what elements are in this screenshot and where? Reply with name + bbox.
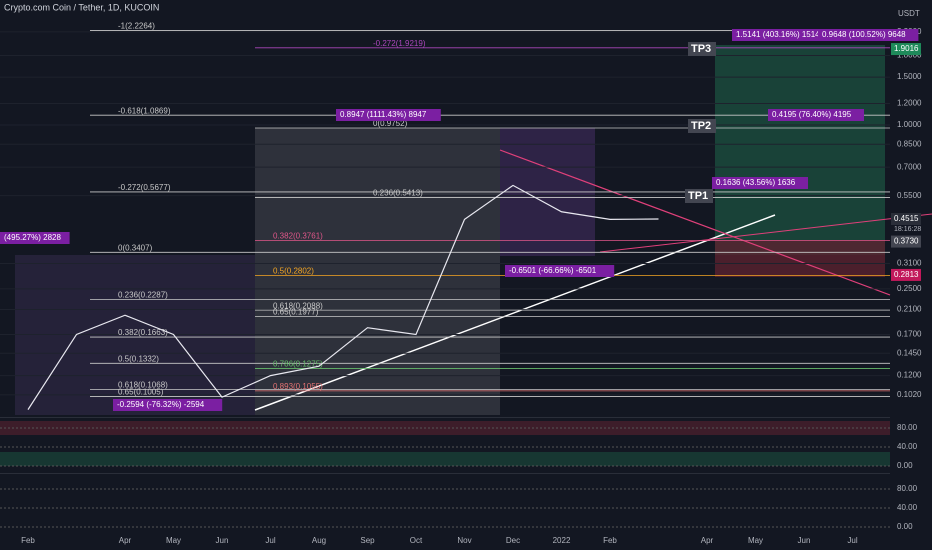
measure-label: -0.6501 (-66.66%) -6501 [509, 266, 597, 275]
trendline [599, 213, 932, 253]
target-tag [688, 42, 716, 56]
y-tick-label: 0.2100 [897, 305, 922, 314]
range-box [255, 128, 500, 415]
measure-label: (495.27%) 2828 [4, 233, 61, 242]
level-label: -0.272(1.9219) [373, 39, 426, 48]
measure-box [712, 177, 808, 189]
level-label: -0.618(1.0869) [118, 106, 171, 115]
measure-box [113, 399, 223, 411]
target-label: TP2 [691, 120, 711, 132]
y-tick-label: 0.8500 [897, 139, 922, 148]
measure-label: 0.1636 (43.56%) 1636 [716, 178, 796, 187]
y-tick-label: 0.3100 [897, 259, 922, 268]
measure-box [818, 29, 919, 41]
oversold-band [0, 452, 890, 466]
y-tick-label: 0.1450 [897, 348, 922, 357]
price-tag-label: 1.9016 [894, 44, 919, 53]
level-label: -1(2.2264) [118, 22, 155, 31]
osc-tick-label: 0.00 [897, 461, 913, 470]
x-tick-label: Feb [603, 536, 617, 545]
target-label: TP1 [688, 190, 708, 202]
x-tick-label: Jul [265, 536, 275, 545]
measure-label: 0.8947 (1111.43%) 8947 [340, 110, 427, 119]
y-tick-label: 0.1200 [897, 371, 922, 380]
level-label: 0.382(0.3761) [273, 232, 323, 241]
level-label: -0.272(0.5677) [118, 183, 171, 192]
level-label: 0.65(0.1977) [273, 308, 319, 317]
measure-box [0, 232, 70, 244]
price-line [27, 184, 659, 410]
osc-tick-label: 0.00 [897, 522, 913, 531]
price-tag [891, 235, 921, 248]
y-tick-label: 1.2000 [897, 99, 922, 108]
price-tag-label: 0.3730 [894, 237, 919, 246]
x-tick-label: Apr [701, 536, 714, 545]
y-tick-label: 0.1020 [897, 390, 922, 399]
target-label: TP3 [691, 43, 711, 55]
level-label: 0.618(0.2088) [273, 301, 323, 310]
stop-zone [715, 240, 885, 277]
x-tick-label: Feb [21, 536, 35, 545]
level-label: 0.65(0.1005) [118, 388, 164, 397]
target-tag [688, 119, 716, 133]
x-tick-label: Aug [312, 536, 326, 545]
level-label: 0(0.3407) [118, 243, 153, 252]
x-tick-label: Nov [457, 536, 471, 545]
x-tick-label: Jun [798, 536, 811, 545]
price-tag [891, 268, 921, 281]
pane-divider [0, 473, 890, 474]
measure-box [336, 109, 441, 121]
x-tick-label: Sep [360, 536, 375, 545]
osc-tick-label: 80.00 [897, 423, 918, 432]
level-label: 0.236(0.2287) [118, 291, 168, 300]
measure-label: -0.2594 (-76.32%) -2594 [117, 400, 205, 409]
y-tick-label: 0.1700 [897, 330, 922, 339]
y-tick-label: 1.8000 [897, 51, 922, 60]
level-label: 0.236(0.5413) [373, 189, 423, 198]
target-tag [685, 189, 713, 203]
pane-divider [0, 417, 890, 418]
osc-tick-label: 80.00 [897, 484, 918, 493]
currency: USDT [898, 9, 920, 18]
chart-title: Crypto.com Coin / Tether, 1D, KUCOIN [4, 2, 159, 12]
x-tick-label: Jun [216, 536, 229, 545]
measure-label: 1.5141 (403.16%) 15141 [736, 30, 825, 39]
measure-box [505, 265, 615, 277]
level-label: 0.5(0.2802) [273, 267, 314, 276]
level-label: 0.382(0.1663) [118, 328, 168, 337]
osc-tick-label: 40.00 [897, 442, 918, 451]
level-label: 0.893(0.1055) [273, 382, 323, 391]
x-tick-label: Apr [119, 536, 132, 545]
trendline [499, 149, 891, 296]
countdown: 18:16:28 [894, 226, 921, 233]
price-tag [891, 213, 921, 226]
level-label: 0.786(0.1275) [273, 360, 323, 369]
measure-box [768, 109, 864, 121]
x-tick-label: May [166, 536, 181, 545]
y-tick-label: 1.5000 [897, 72, 922, 81]
trendline [254, 214, 776, 411]
y-tick-label: 1.0000 [897, 120, 922, 129]
x-tick-label: Oct [410, 536, 423, 545]
y-tick-label: 0.5500 [897, 191, 922, 200]
measure-box [732, 29, 837, 41]
measure-label: 0.9648 (100.52%) 9648 [822, 30, 906, 39]
x-tick-label: 2022 [553, 536, 571, 545]
price-tag-label: 0.4515 [894, 214, 919, 223]
y-tick-label: 0.7000 [897, 162, 922, 171]
x-tick-label: Dec [506, 536, 520, 545]
x-tick-label: May [748, 536, 763, 545]
y-tick-label: 0.2500 [897, 284, 922, 293]
x-tick-label: Jul [847, 536, 857, 545]
osc-tick-label: 40.00 [897, 503, 918, 512]
price-tag [891, 43, 921, 56]
level-label: 0(0.9752) [373, 119, 408, 128]
level-label: 0.618(0.1068) [118, 381, 168, 390]
level-label: 0.5(0.1332) [118, 354, 159, 363]
measure-label: 0.4195 (76.40%) 4195 [772, 110, 852, 119]
target-zone [715, 45, 885, 255]
price-tag-label: 0.2813 [894, 270, 919, 279]
